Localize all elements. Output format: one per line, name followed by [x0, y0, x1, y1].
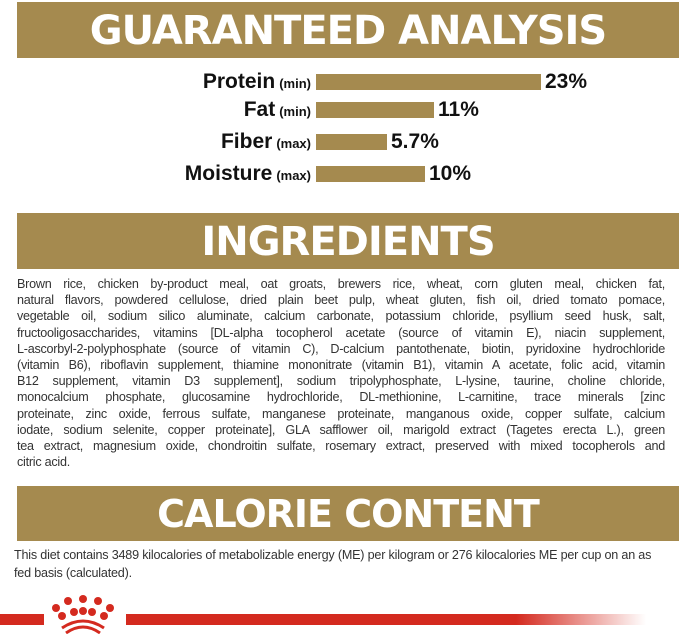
ingredients-line: proteinate, zinc oxide, ferrous sulfate,… — [17, 406, 665, 421]
ingredients-text: Brown rice, chicken by-product meal, oat… — [17, 276, 665, 470]
nutrient-name: Fat — [243, 98, 276, 121]
analysis-label: Fat (min) — [244, 97, 311, 125]
analysis-row-moisture: Moisture (max) 10% — [0, 161, 679, 187]
analysis-label: Protein (min) — [203, 69, 311, 97]
ingredients-line: B12 supplement, vitamin D3 supplement], … — [17, 374, 665, 389]
calorie-content-header: CALORIE CONTENT — [17, 486, 679, 541]
analysis-bar — [316, 166, 425, 182]
brand-stripe-right — [126, 614, 646, 625]
ingredients-line: fructooligosaccharides, vitamins [DL-alp… — [17, 325, 665, 340]
analysis-value: 5.7% — [391, 130, 439, 153]
nutrient-qualifier: (max) — [276, 136, 311, 151]
nutrient-name: Protein — [202, 70, 276, 93]
analysis-label: Moisture (max) — [185, 161, 311, 189]
analysis-bar — [316, 74, 541, 90]
nutrient-name: Fiber — [220, 130, 273, 153]
ingredients-line: Brown rice, chicken by-product meal, oat… — [17, 277, 665, 291]
analysis-value: 23% — [545, 70, 588, 93]
ingredients-line: L-ascorbyl-2-polyphosphate (source of vi… — [17, 341, 665, 356]
analysis-value: 10% — [429, 162, 472, 185]
analysis-bar — [316, 102, 434, 118]
analysis-row-protein: Protein (min) 23% — [0, 69, 679, 95]
ingredients-line: iodate, sodium selenite, copper proteina… — [17, 422, 665, 437]
guaranteed-analysis-header: GUARANTEED ANALYSIS — [17, 2, 679, 58]
royal-canin-crown-icon — [52, 595, 114, 634]
nutrient-qualifier: (min) — [279, 104, 311, 119]
ingredients-line: tea extract, magnesium oxide, chondroiti… — [17, 439, 665, 454]
nutrient-name: Moisture — [184, 162, 273, 185]
analysis-label: Fiber (max) — [221, 129, 311, 157]
nutrient-qualifier: (min) — [279, 76, 311, 91]
ingredients-line: natural flavors, powdered cellulose, dri… — [17, 293, 665, 308]
analysis-bar — [316, 134, 387, 150]
analysis-row-fat: Fat (min) 11% — [0, 97, 679, 123]
nutrient-qualifier: (max) — [276, 168, 311, 183]
brand-stripe-left — [0, 614, 44, 625]
analysis-value: 11% — [438, 98, 479, 121]
ingredients-line: (vitamin B6), riboflavin supplement, thi… — [17, 358, 665, 373]
ingredients-line: citric acid. — [17, 455, 70, 470]
ingredients-line: monocalcium phosphate, glucosamine hydro… — [17, 390, 665, 405]
analysis-row-fiber: Fiber (max) 5.7% — [0, 129, 679, 155]
ingredients-line: vegetable oil, sodium silico aluminate, … — [17, 309, 665, 324]
ingredients-header: INGREDIENTS — [17, 213, 679, 269]
calorie-content-text: This diet contains 3489 kilocalories of … — [14, 548, 652, 580]
